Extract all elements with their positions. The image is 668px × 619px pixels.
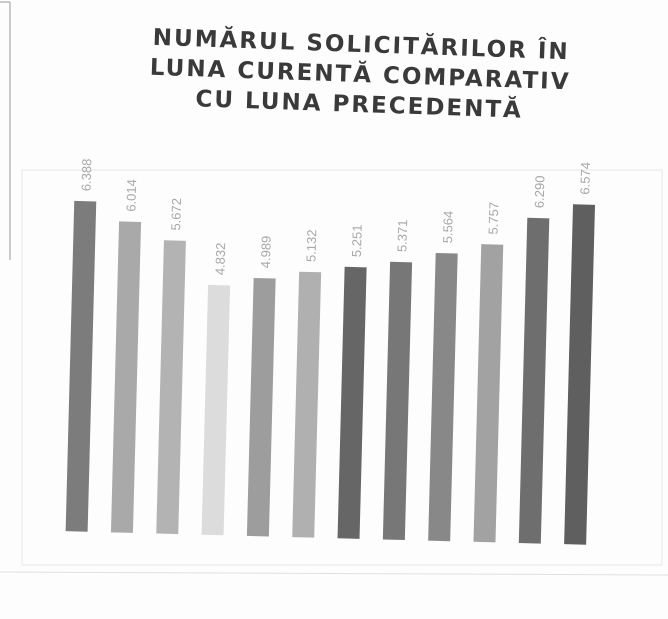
plot-frame bbox=[21, 169, 663, 566]
bar bbox=[564, 204, 596, 545]
bar bbox=[473, 244, 504, 543]
value-label: 5.672 bbox=[168, 198, 184, 231]
value-label: 5.371 bbox=[394, 219, 410, 252]
value-label: 6.290 bbox=[532, 175, 548, 208]
value-label: 6.014 bbox=[123, 179, 139, 212]
bar bbox=[292, 271, 322, 538]
bar bbox=[246, 277, 276, 537]
bar bbox=[518, 217, 550, 544]
bar bbox=[156, 240, 186, 535]
value-label: 5.251 bbox=[349, 224, 365, 257]
title-group: NUMĂRUL SOLICITĂRILOR ÎN LUNA CURENTĂ CO… bbox=[149, 23, 571, 124]
bar bbox=[110, 221, 142, 533]
bars: 6.388 6.014 5.672 4.832 4.989 5.132 5.251 5.371… bbox=[65, 158, 596, 545]
bar bbox=[201, 284, 231, 536]
value-label: 5.564 bbox=[440, 211, 456, 244]
bar bbox=[428, 252, 458, 542]
bar bbox=[337, 266, 367, 539]
page-edge bbox=[0, 571, 668, 576]
value-label: 5.132 bbox=[303, 229, 319, 262]
bar bbox=[65, 200, 97, 532]
value-label: 5.757 bbox=[486, 202, 502, 235]
bar bbox=[382, 261, 413, 541]
value-label: 4.832 bbox=[212, 242, 228, 275]
value-label: 4.989 bbox=[258, 236, 274, 269]
value-label: 6.574 bbox=[577, 162, 593, 195]
value-label: 6.388 bbox=[79, 158, 95, 191]
